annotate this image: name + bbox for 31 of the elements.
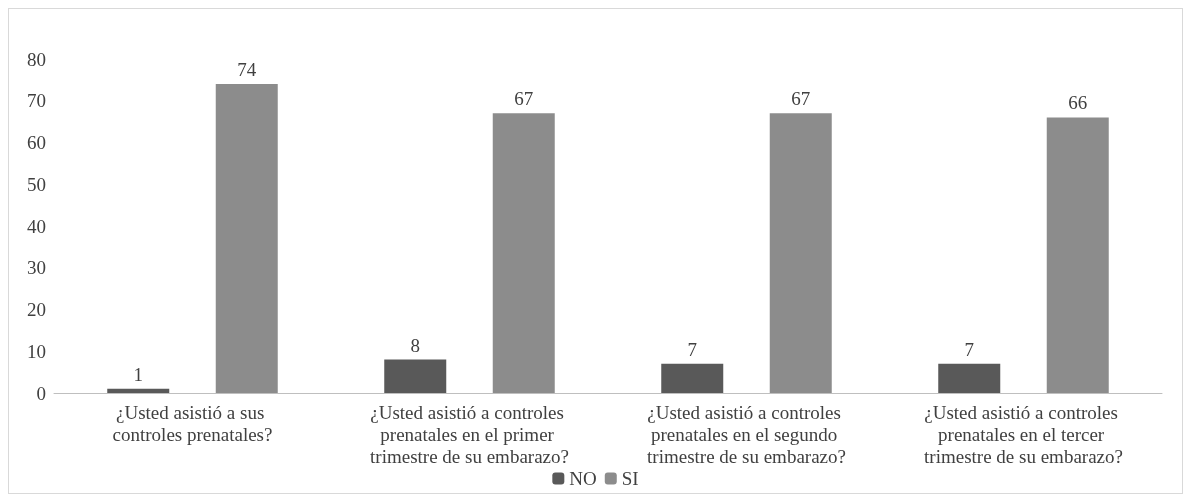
- bar: [215, 84, 278, 393]
- x-tick-label: ¿Usted asistió a controles prenatales en el primer trimestre de su embarazo?: [370, 401, 569, 467]
- y-tick-label: 10: [27, 340, 46, 362]
- bar: [384, 359, 447, 393]
- legend-label: SI: [621, 468, 639, 489]
- x-tick-label: ¿Usted asistió a controles prenatales en el segundo trimestre de su embarazo?: [647, 401, 846, 467]
- y-tick-label: 20: [27, 299, 46, 320]
- data-label: 67: [514, 88, 534, 110]
- bar: [938, 363, 1001, 393]
- data-label: 67: [791, 88, 811, 110]
- data-label: 1: [133, 363, 143, 385]
- data-label: 66: [1068, 92, 1088, 114]
- bar: [492, 113, 555, 393]
- y-tick-label: 40: [27, 215, 46, 237]
- y-tick-label: 50: [27, 173, 46, 195]
- bar: [1046, 117, 1109, 393]
- bar: [661, 363, 724, 393]
- data-label: 8: [410, 334, 420, 356]
- data-label: 7: [964, 338, 974, 360]
- y-tick-label: 60: [27, 132, 46, 153]
- y-tick-label: 80: [27, 48, 46, 70]
- x-tick-label: ¿Usted asistió a sus controles prenatales?: [112, 401, 273, 445]
- data-label: 74: [237, 59, 257, 81]
- bar: [769, 113, 832, 393]
- y-tick-label: 30: [27, 257, 46, 279]
- x-tick-label: ¿Usted asistió a controles prenatales en el tercer trimestre de su embarazo?: [924, 401, 1123, 467]
- bar: [107, 388, 170, 393]
- y-tick-label: 0: [36, 382, 46, 404]
- data-label: 7: [687, 338, 697, 360]
- y-tick-label: 70: [27, 90, 46, 112]
- legend-label: NO: [569, 468, 597, 489]
